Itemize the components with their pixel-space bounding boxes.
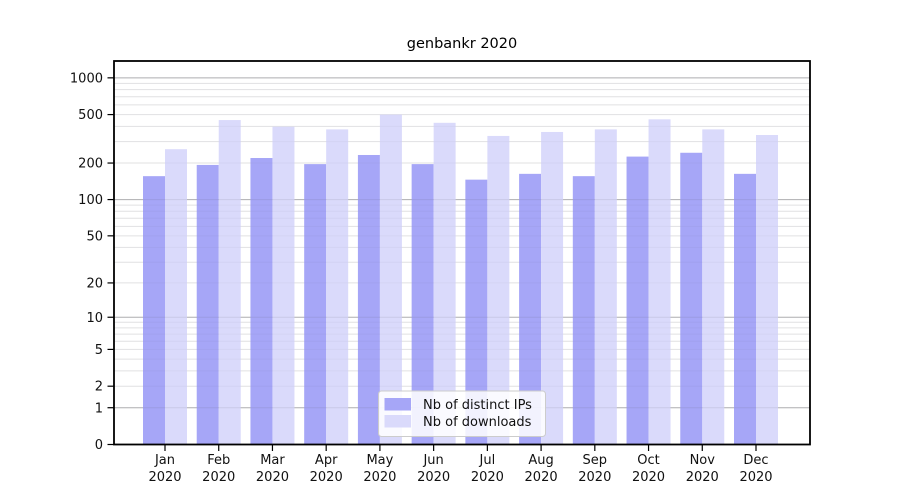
x-tick-label-year: 2020 <box>256 470 289 485</box>
x-tick-label-year: 2020 <box>686 470 719 485</box>
y-tick-label: 100 <box>78 193 103 208</box>
gridlines-overlay <box>114 77 810 409</box>
x-tick-label-month: Apr <box>315 453 338 468</box>
x-tick-label-year: 2020 <box>310 470 343 485</box>
x-tick-label-year: 2020 <box>148 470 181 485</box>
bar-ips-jan <box>143 176 165 445</box>
bar-ips-jul <box>465 179 488 445</box>
y-tick-label: 2 <box>95 380 103 395</box>
bar-downloads-feb <box>218 120 241 445</box>
bar-downloads-nov <box>702 129 725 445</box>
x-tick-label-year: 2020 <box>632 470 665 485</box>
bar-ips-nov <box>680 152 703 445</box>
bar-ips-aug <box>519 173 542 445</box>
bar-ips-dec <box>734 173 756 445</box>
bar-downloads-may <box>379 114 402 445</box>
y-tick-label: 1000 <box>70 71 103 86</box>
y-tick-label: 10 <box>86 311 103 326</box>
legend-swatch-ips <box>384 398 411 411</box>
y-tick-label: 200 <box>78 157 103 172</box>
x-tick-label-month: Jul <box>479 453 496 468</box>
x-tick-label-month: Feb <box>207 453 230 468</box>
x-tick-label-month: Dec <box>743 453 768 468</box>
bar-ips-sep <box>572 176 595 445</box>
legend-box <box>378 390 546 437</box>
x-tick-label-month: Nov <box>690 453 716 468</box>
x-tick-label-month: Jan <box>154 453 175 468</box>
bar-downloads-jan <box>165 149 187 445</box>
bar-downloads-jul <box>487 135 510 445</box>
bar-downloads-oct <box>648 119 671 445</box>
y-tick-label: 50 <box>86 229 103 244</box>
x-tick-label-month: Sep <box>583 453 608 468</box>
y-tick-label: 500 <box>78 108 103 123</box>
legend: Nb of distinct IPs Nb of downloads <box>378 390 546 437</box>
x-tick-label-year: 2020 <box>417 470 450 485</box>
x-tick-label-year: 2020 <box>578 470 611 485</box>
y-tick-label: 20 <box>86 276 103 291</box>
bar-downloads-sep <box>594 129 617 445</box>
x-tick-label-month: May <box>366 453 393 468</box>
legend-label-ips: Nb of distinct IPs <box>423 398 532 413</box>
bar-ips-oct <box>626 156 649 445</box>
bar-downloads-jun <box>433 122 456 445</box>
bar-ips-may <box>357 154 380 445</box>
bar-downloads-aug <box>541 131 564 445</box>
x-tick-label-year: 2020 <box>202 470 235 485</box>
bar-downloads-mar <box>272 126 295 445</box>
bars <box>143 114 778 445</box>
bar-ips-jun <box>411 164 434 445</box>
y-tick-label: 0 <box>95 438 103 453</box>
x-tick-label-month: Mar <box>260 453 285 468</box>
legend-label-downloads: Nb of downloads <box>423 415 532 430</box>
x-axis: Jan 2020 Feb 2020 Mar 2020 Apr 2020 May 2020 Jun 20… <box>148 444 773 485</box>
x-tick-label-year: 2020 <box>363 470 396 485</box>
x-tick-label-year: 2020 <box>525 470 558 485</box>
x-tick-label-month: Jun <box>422 453 443 468</box>
bar-ips-apr <box>304 164 327 445</box>
y-tick-label: 1 <box>95 401 103 416</box>
bar-downloads-dec <box>756 134 778 445</box>
bar-downloads-apr <box>326 129 349 445</box>
x-tick-label-year: 2020 <box>471 470 504 485</box>
x-tick-label-month: Aug <box>528 453 553 468</box>
legend-swatch-downloads <box>384 415 411 428</box>
y-tick-label: 5 <box>95 343 103 358</box>
bar-ips-mar <box>250 158 273 445</box>
x-tick-label-month: Oct <box>637 453 659 468</box>
x-tick-label-year: 2020 <box>739 470 772 485</box>
bar-ips-feb <box>196 164 219 445</box>
plot-border <box>113 60 811 446</box>
